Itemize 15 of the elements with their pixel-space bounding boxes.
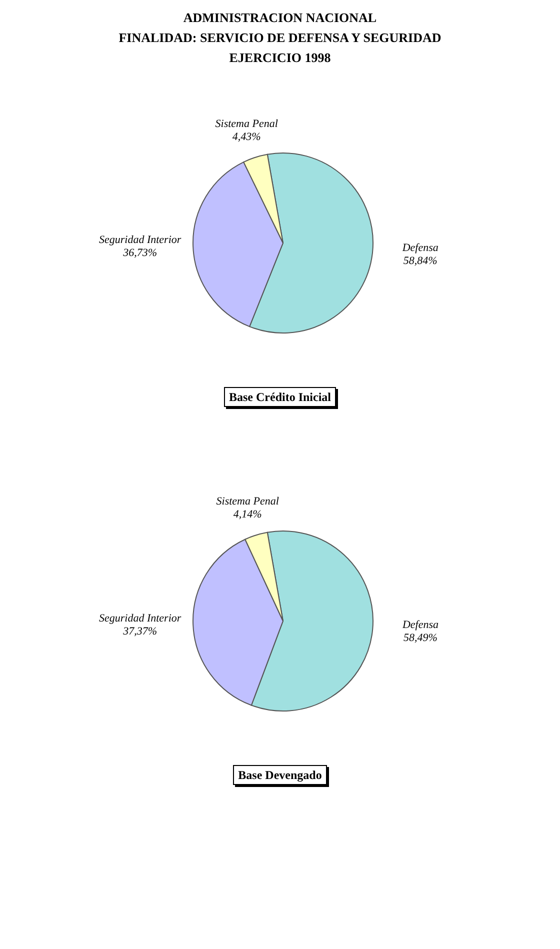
slice-label: Defensa bbox=[401, 242, 439, 254]
chart-title: ADMINISTRACION NACIONAL FINALIDAD: SERVICIO DE DEFENSA Y SEGURIDAD EJERCICIO 1998 bbox=[118, 9, 442, 67]
text: Base Devengado bbox=[233, 765, 327, 785]
slice-label: Seguridad Interior bbox=[98, 234, 182, 246]
text: Base Crédito Inicial bbox=[224, 387, 336, 407]
data-label: 58,84% bbox=[403, 255, 438, 268]
data-label: 36,73% bbox=[122, 247, 158, 260]
data-label: 4,43% bbox=[232, 130, 261, 143]
slice-label: Sistema Penal bbox=[215, 118, 278, 130]
data-label: 58,49% bbox=[404, 632, 438, 644]
data-label: 37,37% bbox=[122, 625, 158, 638]
slice-label: Defensa bbox=[401, 618, 440, 631]
data-label: 4,14% bbox=[233, 508, 262, 520]
slice-label: Sistema Penal bbox=[216, 495, 279, 508]
slice-label: Seguridad Interior bbox=[98, 612, 182, 624]
